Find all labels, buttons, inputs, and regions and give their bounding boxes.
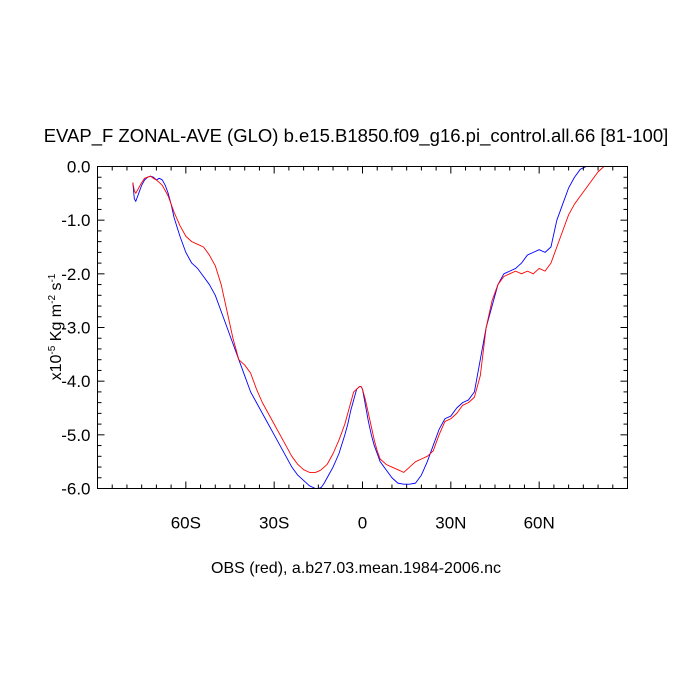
plot-area: 60S 30S 0 30N 60N 0.0 -1.0 -2.0 -3.0 -4.0 -5.0 -6.… [61,158,628,533]
x-axis-label: OBS (red), a.b27.03.mean.1984-2006.nc [211,560,501,577]
y-axis: 0.0 -1.0 -2.0 -3.0 -4.0 -5.0 -6.0 [61,158,90,499]
y-tick-label: -6.0 [61,480,90,499]
chart-title: EVAP_F ZONAL-AVE (GLO) b.e15.B1850.f09_g… [44,125,669,147]
x-tick-label: 60N [524,514,555,533]
y-tick-label: -5.0 [61,426,90,445]
series-line-model [132,166,628,489]
y-axis-label: x10-5 Kg m-2 s-1 [47,273,65,380]
series-line-obs [132,166,628,473]
y-tick-label: -1.0 [61,211,90,230]
y-tick-label: 0.0 [67,158,91,177]
x-tick-label: 30S [259,514,289,533]
y-tick-label: -3.0 [61,319,90,338]
x-tick-label: 30N [435,514,466,533]
plot-frame [97,166,628,489]
x-tick-label: 60S [171,514,201,533]
axis-ticks [97,166,628,489]
y-tick-label: -4.0 [61,372,90,391]
y-tick-label: -2.0 [61,265,90,284]
series-layer [132,166,628,489]
x-axis: 60S 30S 0 30N 60N [171,514,555,533]
x-tick-label: 0 [358,514,367,533]
